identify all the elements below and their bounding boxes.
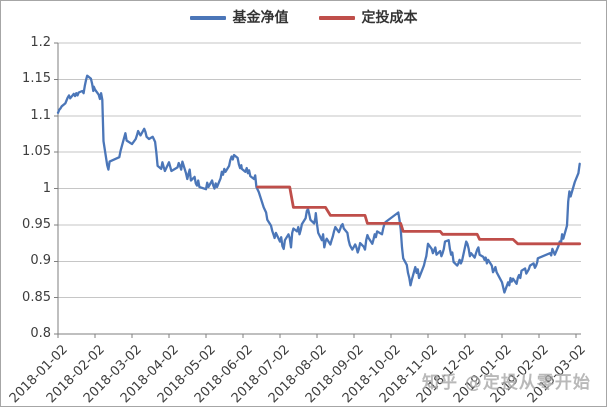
watermark: 知乎 @定投从零开始	[422, 373, 591, 393]
y-tick-label: 1	[42, 180, 51, 196]
chart-legend: 基金净值 定投成本	[1, 11, 606, 25]
legend-item-fund-nav: 基金净值	[189, 10, 289, 26]
legend-line-swatch-red	[318, 16, 355, 20]
y-tick-label: 0.95	[22, 216, 51, 232]
series-line-1	[256, 185, 582, 246]
y-tick-label: 0.85	[22, 289, 51, 305]
legend-label-fund-nav: 基金净值	[232, 10, 289, 26]
y-tick-label: 1.05	[22, 144, 51, 160]
legend-line-swatch-blue	[189, 16, 226, 20]
legend-label-dca-cost: 定投成本	[361, 10, 418, 26]
y-tick-label: 1.2	[30, 35, 51, 50]
legend-item-dca-cost: 定投成本	[318, 10, 418, 26]
y-tick-label: 0.8	[30, 326, 51, 341]
y-tick-label: 1.1	[30, 107, 51, 123]
series-line-0	[56, 74, 581, 294]
y-tick-label: 0.9	[30, 253, 51, 269]
y-tick-label: 1.15	[22, 71, 51, 87]
